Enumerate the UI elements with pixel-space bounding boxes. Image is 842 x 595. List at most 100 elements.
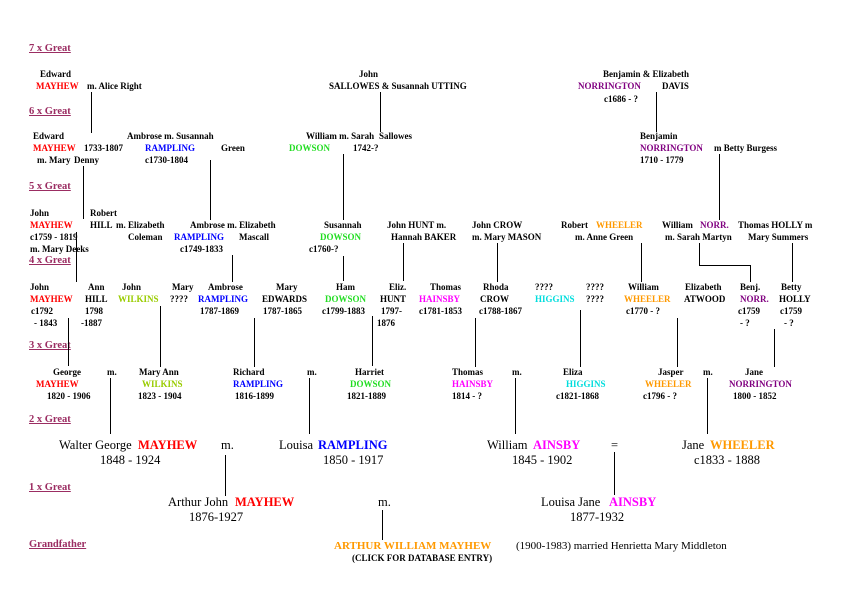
person-dates: 1800 - 1852	[733, 391, 777, 401]
person-surname: MAYHEW	[36, 379, 79, 389]
person-surname: WILKINS	[118, 294, 159, 304]
person-surname: EDWARDS	[262, 294, 308, 304]
person-given-name: Mary Ann	[139, 367, 179, 377]
person-given-name: John	[30, 208, 50, 218]
connector-line	[343, 256, 344, 281]
person-surname: MAYHEW	[36, 81, 79, 91]
person-surname: WHEELER	[596, 220, 643, 230]
person-given-name: Benjamin	[640, 131, 678, 141]
person-given-name: ????	[586, 282, 604, 292]
person-dates: c1796 - ?	[643, 391, 677, 401]
marriage-marker: m.	[307, 367, 317, 377]
connector-line	[774, 329, 775, 367]
grandfather-name[interactable]: ARTHUR WILLIAM MAYHEW	[334, 540, 492, 552]
spouse-name: Mary Summers	[748, 232, 809, 242]
generation-label-grandfather: Grandfather	[29, 539, 87, 550]
person-given-name: Susannah	[324, 220, 362, 230]
connector-line	[656, 92, 657, 132]
person-dates: 1848 - 1924	[100, 453, 161, 467]
person-surname: WHEELER	[710, 438, 775, 452]
couple-given-names: Ambrose m. Susannah	[127, 131, 214, 141]
person-surname: HUNT	[380, 294, 407, 304]
person-dates: c1749-1833	[180, 244, 223, 254]
marriage-text: m. Mary Deeks	[30, 244, 89, 254]
person-surname: NORR.	[740, 294, 769, 304]
person-given-name: Walter George	[59, 438, 132, 452]
person-given-name: Mary	[276, 282, 298, 292]
person-dates: c1833 - 1888	[694, 453, 760, 467]
connector-line	[372, 316, 373, 366]
person-surname: RAMPLING	[198, 294, 248, 304]
person-given-name: Betty	[781, 282, 802, 292]
person-surname: RAMPLING	[233, 379, 283, 389]
generation-label-1x-great: 1 x Great	[29, 482, 71, 493]
person-dates: 1823 - 1904	[138, 391, 182, 401]
person-death: -1887	[81, 318, 102, 328]
person-dates: 1814 - ?	[452, 391, 482, 401]
connector-line	[309, 378, 310, 434]
person-dates: c1788-1867	[479, 306, 522, 316]
person-surname: NORR.	[700, 220, 729, 230]
person-given-name: Thomas	[430, 282, 462, 292]
person-surname: MAYHEW	[138, 438, 198, 452]
person-given-name: Harriet	[355, 367, 384, 377]
marriage-marker: m.	[221, 438, 234, 452]
person-dates: 1820 - 1906	[47, 391, 91, 401]
person-dates: c1686 - ?	[604, 94, 638, 104]
couple-given-names: William m. Sarah	[306, 131, 375, 141]
person-dates: 1845 - 1902	[512, 453, 573, 467]
connector-line	[699, 243, 700, 265]
connector-line	[232, 255, 233, 282]
person-surname: WHEELER	[645, 379, 692, 389]
person-given-name: Mary	[172, 282, 194, 292]
person-given-name: Jasper	[658, 367, 684, 377]
marriage-marker: m.	[378, 495, 391, 509]
person-surname: MAYHEW	[30, 220, 73, 230]
person-given-name: Ambrose	[208, 282, 243, 292]
person-dates: c1781-1853	[419, 306, 462, 316]
connector-line	[641, 243, 642, 282]
person-dates: c1799-1883	[322, 306, 365, 316]
person-dates: 1710 - 1779	[640, 155, 684, 165]
person-given-name: Robert	[90, 208, 117, 218]
connector-line	[110, 378, 111, 434]
spouse-surname: Denny	[74, 155, 100, 165]
person-given-name: Ham	[336, 282, 355, 292]
grandfather-marriage-text[interactable]: (1900-1983) married Henrietta Mary Middl…	[516, 540, 727, 552]
person-given-name: Rhoda	[483, 282, 509, 292]
person-dates: 1733-1807	[84, 143, 123, 153]
person-surname: HILL	[90, 220, 113, 230]
connector-line	[343, 154, 344, 220]
marriage-marker: m.	[512, 367, 522, 377]
person-given-names: Benjamin & Elizabeth	[603, 69, 690, 79]
person-given-name: Jane	[745, 367, 763, 377]
person-surname: WILKINS	[142, 379, 183, 389]
person-given-name: ????	[535, 282, 553, 292]
person-surname: DOWSON	[350, 379, 392, 389]
person-name: John HUNT m.	[387, 220, 447, 230]
person-given-name: William	[487, 438, 528, 452]
connector-line	[750, 265, 751, 282]
connector-line	[254, 318, 255, 367]
person-birth: 1797-	[381, 306, 402, 316]
connector-line	[699, 265, 750, 266]
person-surname: RAMPLING	[145, 143, 195, 153]
person-death: - 1843	[34, 318, 58, 328]
connector-line	[719, 154, 720, 220]
person-given-name: Eliza	[563, 367, 583, 377]
spouse-surname: Mascall	[239, 232, 269, 242]
person-given-name: Eliz.	[389, 282, 407, 292]
person-surname: DOWSON	[325, 294, 367, 304]
person-birth: c1792	[31, 306, 53, 316]
person-surname: MAYHEW	[33, 143, 76, 153]
person-surname: MAYHEW	[235, 495, 295, 509]
person-dates: 1821-1889	[347, 391, 386, 401]
connector-line	[677, 318, 678, 367]
database-entry-link-text[interactable]: (CLICK FOR DATABASE ENTRY)	[352, 553, 493, 563]
connector-line	[83, 166, 84, 219]
connector-line	[225, 455, 226, 496]
marriage-marker: =	[611, 438, 619, 452]
generation-label-2x-great: 2 x Great	[29, 414, 71, 425]
generation-label-6x-great: 6 x Great	[29, 106, 71, 117]
